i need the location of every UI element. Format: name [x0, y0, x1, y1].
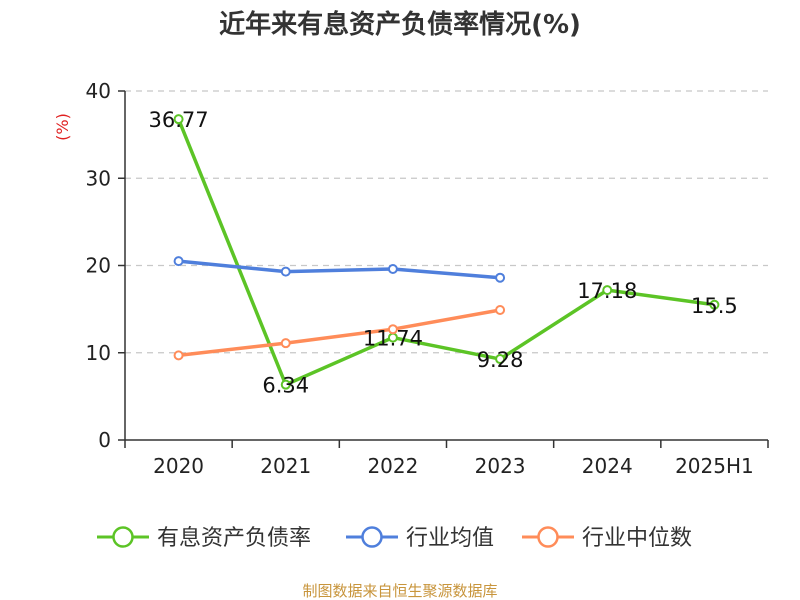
source-note: 制图数据来自恒生聚源数据库 [302, 582, 497, 600]
series-0 [173, 114, 720, 390]
series-line [178, 259, 501, 280]
data-label: 9.28 [477, 348, 524, 372]
data-label: 6.34 [262, 374, 309, 398]
x-tick-label: 2022 [367, 454, 418, 478]
legend-marker [537, 526, 559, 548]
data-label: 36.77 [149, 108, 209, 132]
data-point [280, 338, 291, 349]
series-lines [173, 114, 720, 390]
series-2 [173, 304, 506, 361]
data-label: 17.18 [577, 279, 637, 303]
y-tick-label: 40 [86, 79, 111, 103]
x-tick-label: 2021 [260, 454, 311, 478]
data-point [173, 114, 184, 125]
x-tick-label: 2020 [153, 454, 204, 478]
data-point [387, 324, 398, 335]
y-tick-label: 0 [98, 428, 111, 452]
data-labels: 36.77 6.34 11.74 9.28 17.18 15.5 [149, 108, 738, 398]
legend-label: 有息资产负债率 [157, 526, 311, 551]
chart-title: 近年来有息资产负债率情况(%) [219, 9, 581, 40]
x-tick-label: 2025H1 [675, 454, 754, 478]
data-point [709, 299, 720, 310]
y-tick-label: 30 [86, 166, 111, 190]
axes: 0 10 20 30 40 2020 2021 2022 2023 2024 2025H1 [86, 79, 769, 478]
series-1 [173, 256, 506, 283]
legend-marker [361, 526, 383, 548]
series-line [176, 118, 715, 387]
legend-label: 行业均值 [406, 526, 494, 551]
data-point [495, 304, 506, 315]
legend-item-1: 行业均值 [346, 526, 494, 551]
legend-item-0: 有息资产负债率 [97, 526, 311, 551]
y-tick-label: 20 [86, 254, 111, 278]
data-point [387, 263, 398, 274]
legend: 有息资产负债率 行业均值 行业中位数 [97, 526, 692, 551]
data-label: 11.74 [363, 327, 423, 351]
data-point [602, 285, 613, 296]
data-point [173, 350, 184, 361]
legend-label: 行业中位数 [582, 526, 692, 551]
legend-item-2: 行业中位数 [522, 526, 692, 551]
data-point [495, 272, 506, 283]
data-point [173, 256, 184, 267]
data-point [280, 379, 291, 390]
data-point [495, 354, 506, 365]
data-point [280, 266, 291, 277]
y-tick-label: 10 [86, 341, 111, 365]
data-label: 15.5 [691, 294, 738, 318]
x-tick-label: 2024 [582, 454, 633, 478]
x-tick-label: 2023 [475, 454, 526, 478]
series-line [178, 308, 501, 358]
grid-lines [125, 90, 768, 354]
legend-marker [112, 526, 134, 548]
y-axis-unit-label: (%) [53, 113, 72, 141]
